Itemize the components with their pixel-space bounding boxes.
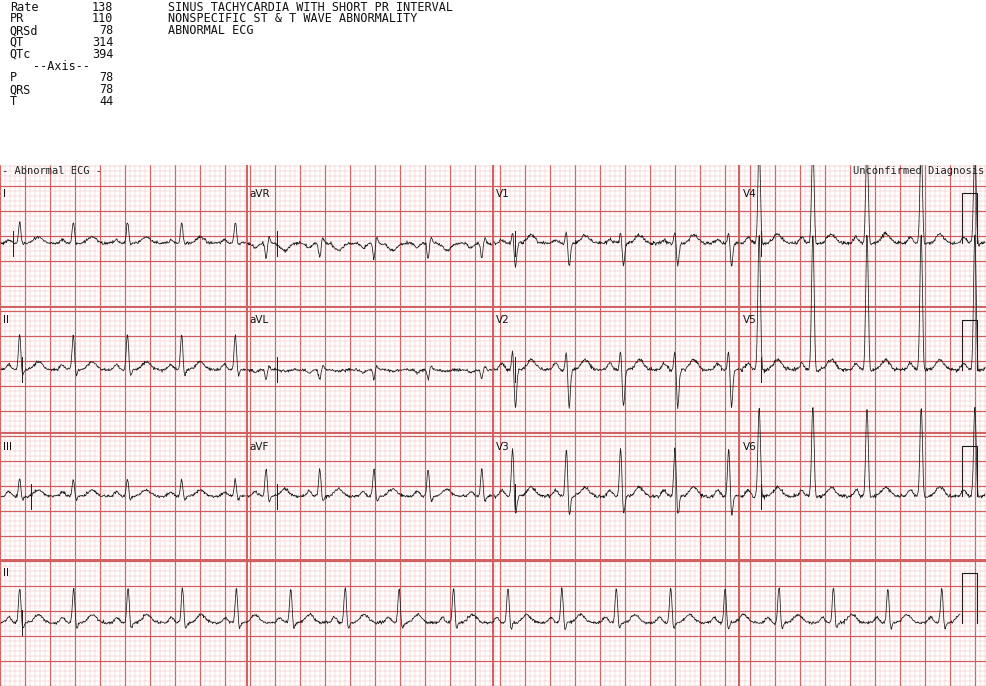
Text: III: III	[3, 442, 12, 452]
Text: T: T	[10, 95, 17, 108]
Text: aVR: aVR	[249, 189, 270, 199]
Text: II: II	[3, 569, 9, 578]
Text: QRSd: QRSd	[10, 24, 38, 37]
Text: 110: 110	[92, 12, 113, 25]
Text: V3: V3	[496, 442, 510, 452]
Text: - Abnormal ECG -: - Abnormal ECG -	[2, 167, 102, 176]
Text: SINUS TACHYCARDIA WITH SHORT PR INTERVAL: SINUS TACHYCARDIA WITH SHORT PR INTERVAL	[168, 1, 453, 14]
Text: --Axis--: --Axis--	[34, 60, 90, 73]
Text: V4: V4	[742, 189, 756, 199]
Text: 44: 44	[100, 95, 113, 108]
Text: V1: V1	[496, 189, 510, 199]
Text: QTc: QTc	[10, 48, 32, 61]
Text: 78: 78	[100, 24, 113, 37]
Text: ABNORMAL ECG: ABNORMAL ECG	[168, 24, 253, 37]
Text: V5: V5	[742, 316, 756, 325]
Text: V2: V2	[496, 316, 510, 325]
Text: 394: 394	[92, 48, 113, 61]
Text: Unconfirmed Diagnosis: Unconfirmed Diagnosis	[853, 167, 984, 176]
Text: 314: 314	[92, 36, 113, 49]
Text: aVF: aVF	[249, 442, 269, 452]
Text: NONSPECIFIC ST & T WAVE ABNORMALITY: NONSPECIFIC ST & T WAVE ABNORMALITY	[168, 12, 417, 25]
Text: I: I	[3, 189, 6, 199]
Text: II: II	[3, 316, 9, 325]
Text: V6: V6	[742, 442, 756, 452]
Text: Rate: Rate	[10, 1, 38, 14]
Text: QT: QT	[10, 36, 24, 49]
Text: QRS: QRS	[10, 83, 32, 96]
Text: PR: PR	[10, 12, 24, 25]
Text: 138: 138	[92, 1, 113, 14]
Text: 78: 78	[100, 83, 113, 96]
Text: aVL: aVL	[249, 316, 269, 325]
Text: 78: 78	[100, 71, 113, 84]
Text: P: P	[10, 71, 17, 84]
